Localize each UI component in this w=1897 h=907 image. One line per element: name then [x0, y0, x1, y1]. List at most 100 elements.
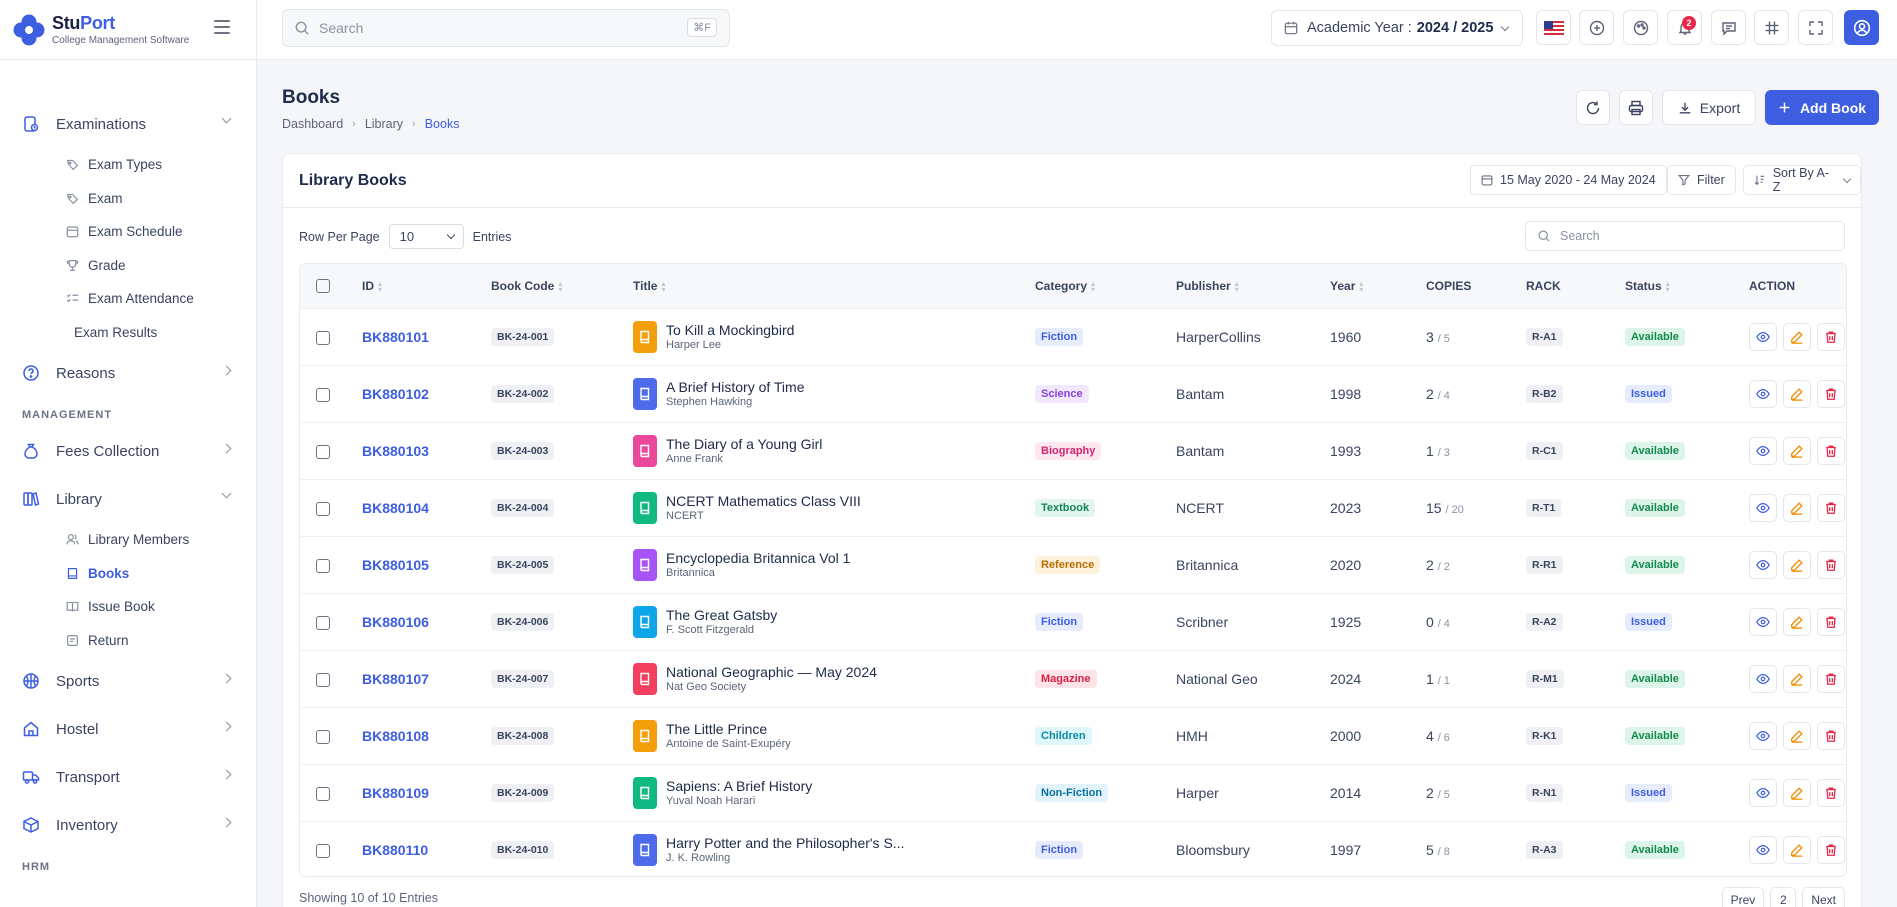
view-button[interactable]: [1749, 721, 1777, 750]
table-row[interactable]: BK880109 BK-24-009 Sapiens: A Brief Histor…: [300, 764, 1846, 821]
row-checkbox[interactable]: [316, 444, 330, 459]
book-title[interactable]: The Little Prince: [666, 720, 768, 737]
sidebar-subitem-exam-attendance[interactable]: Exam Attendance: [0, 282, 256, 316]
column-header-year[interactable]: Year ▴ ▾: [1330, 278, 1364, 294]
delete-button[interactable]: [1817, 379, 1845, 408]
print-button[interactable]: [1619, 90, 1653, 125]
edit-button[interactable]: [1783, 721, 1811, 750]
book-title[interactable]: Harry Potter and the Philosopher's S...: [666, 834, 905, 851]
select-all-checkbox[interactable]: [316, 279, 330, 294]
sidebar-item-sports[interactable]: Sports: [0, 657, 256, 705]
delete-button[interactable]: [1817, 436, 1845, 465]
book-title[interactable]: The Great Gatsby: [666, 606, 778, 623]
book-title[interactable]: The Diary of a Young Girl: [666, 435, 823, 452]
delete-button[interactable]: [1817, 778, 1845, 807]
edit-button[interactable]: [1783, 550, 1811, 579]
page-button[interactable]: 2: [1770, 887, 1797, 907]
view-button[interactable]: [1749, 379, 1777, 408]
breadcrumb-dashboard[interactable]: Dashboard: [282, 117, 344, 131]
book-id-link[interactable]: BK880103: [362, 442, 429, 459]
academic-year-select[interactable]: Academic Year : 2024 / 2025: [1271, 10, 1523, 46]
row-checkbox[interactable]: [316, 615, 330, 630]
table-row[interactable]: BK880107 BK-24-007 National Geographic — M…: [300, 650, 1846, 707]
sidebar-item-reasons[interactable]: Reasons: [0, 349, 256, 397]
delete-button[interactable]: [1817, 835, 1845, 864]
table-row[interactable]: BK880103 BK-24-003 The Diary of a Young Gi…: [300, 422, 1846, 479]
export-button[interactable]: Export: [1662, 90, 1756, 125]
book-id-link[interactable]: BK880106: [362, 613, 429, 630]
sidebar-item-library[interactable]: Library: [0, 475, 256, 523]
book-title[interactable]: National Geographic — May 2024: [666, 663, 877, 680]
add-book-button[interactable]: Add Book: [1765, 90, 1879, 125]
sort-dropdown[interactable]: Sort By A-Z: [1743, 165, 1861, 195]
sidebar-subitem-exam-schedule[interactable]: Exam Schedule: [0, 215, 256, 249]
book-id-link[interactable]: BK880109: [362, 784, 429, 801]
sidebar-subitem-issue-book[interactable]: Issue Book: [0, 590, 256, 624]
book-id-link[interactable]: BK880102: [362, 385, 429, 402]
view-button[interactable]: [1749, 322, 1777, 351]
notifications-button[interactable]: 2: [1667, 10, 1702, 45]
breadcrumb-library[interactable]: Library: [364, 117, 404, 131]
sidebar-subitem-exam-types[interactable]: Exam Types: [0, 148, 256, 182]
book-id-link[interactable]: BK880104: [362, 499, 429, 516]
menu-toggle-icon[interactable]: [214, 20, 230, 34]
sidebar-subitem-exam-results[interactable]: Exam Results: [0, 316, 256, 350]
rows-per-page-select[interactable]: 10: [388, 224, 464, 249]
edit-button[interactable]: [1783, 436, 1811, 465]
row-checkbox[interactable]: [316, 330, 330, 345]
sidebar-subitem-books[interactable]: Books: [0, 557, 256, 591]
table-row[interactable]: BK880101 BK-24-001 To Kill a Mockingbird Ha…: [300, 308, 1846, 365]
prev-page-button[interactable]: Prev: [1721, 887, 1765, 907]
row-checkbox[interactable]: [316, 558, 330, 573]
row-checkbox[interactable]: [316, 729, 330, 744]
edit-button[interactable]: [1783, 607, 1811, 636]
row-checkbox[interactable]: [316, 501, 330, 516]
edit-button[interactable]: [1783, 379, 1811, 408]
column-header-id[interactable]: ID ▴ ▾: [362, 278, 383, 294]
sidebar-subitem-library-members[interactable]: Library Members: [0, 523, 256, 557]
messages-button[interactable]: [1711, 10, 1746, 45]
column-header-status[interactable]: Status ▴ ▾: [1625, 278, 1670, 294]
edit-button[interactable]: [1783, 322, 1811, 351]
next-page-button[interactable]: Next: [1802, 887, 1845, 907]
column-header-title[interactable]: Title ▴ ▾: [633, 278, 666, 294]
table-search-input[interactable]: Search: [1525, 221, 1845, 251]
book-id-link[interactable]: BK880101: [362, 328, 429, 345]
view-button[interactable]: [1749, 493, 1777, 522]
row-checkbox[interactable]: [316, 843, 330, 858]
sidebar-subitem-exam[interactable]: Exam: [0, 182, 256, 216]
book-title[interactable]: To Kill a Mockingbird: [666, 321, 795, 338]
book-id-link[interactable]: BK880108: [362, 727, 429, 744]
sidebar-item-examinations[interactable]: Examinations: [0, 100, 256, 148]
delete-button[interactable]: [1817, 607, 1845, 636]
view-button[interactable]: [1749, 607, 1777, 636]
table-row[interactable]: BK880110 BK-24-010 Harry Potter and the Ph…: [300, 821, 1846, 876]
book-id-link[interactable]: BK880107: [362, 670, 429, 687]
sidebar-item-hostel[interactable]: Hostel: [0, 705, 256, 753]
edit-button[interactable]: [1783, 778, 1811, 807]
view-button[interactable]: [1749, 778, 1777, 807]
view-button[interactable]: [1749, 550, 1777, 579]
avatar[interactable]: [1844, 10, 1879, 45]
table-row[interactable]: BK880102 BK-24-002 A Brief History of Time…: [300, 365, 1846, 422]
sidebar-item-transport[interactable]: Transport: [0, 753, 256, 801]
date-range-picker[interactable]: 15 May 2020 - 24 May 2024: [1470, 165, 1667, 195]
row-checkbox[interactable]: [316, 786, 330, 801]
edit-button[interactable]: [1783, 835, 1811, 864]
book-title[interactable]: A Brief History of Time: [666, 378, 805, 395]
view-button[interactable]: [1749, 436, 1777, 465]
filter-button[interactable]: Filter: [1667, 165, 1736, 195]
delete-button[interactable]: [1817, 493, 1845, 522]
table-row[interactable]: BK880106 BK-24-006 The Great Gatsby F. Scot…: [300, 593, 1846, 650]
book-id-link[interactable]: BK880105: [362, 556, 429, 573]
delete-button[interactable]: [1817, 550, 1845, 579]
row-checkbox[interactable]: [316, 672, 330, 687]
book-id-link[interactable]: BK880110: [362, 841, 429, 858]
fullscreen-button[interactable]: [1798, 10, 1833, 45]
sidebar-item-fees-collection[interactable]: Fees Collection: [0, 427, 256, 475]
table-row[interactable]: BK880104 BK-24-004 NCERT Mathematics Class…: [300, 479, 1846, 536]
delete-button[interactable]: [1817, 664, 1845, 693]
language-button[interactable]: [1536, 10, 1571, 45]
book-title[interactable]: NCERT Mathematics Class VIII: [666, 492, 861, 509]
table-row[interactable]: BK880108 BK-24-008 The Little Prince Antoin…: [300, 707, 1846, 764]
